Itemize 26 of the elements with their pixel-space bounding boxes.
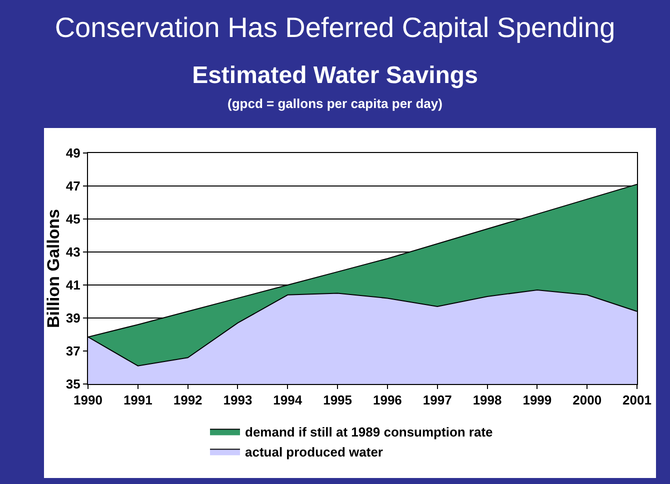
x-tick-label: 1991 [123,392,152,408]
y-tick-label: 37 [66,344,80,359]
x-tick-label: 1995 [323,392,352,408]
x-tick-label: 1998 [472,392,502,408]
chart-subtitle: Estimated Water Savings [191,62,479,90]
y-axis-title: Billion Gallons [44,208,63,328]
y-tick-label: 47 [66,178,80,194]
x-tick-label: 1996 [372,392,402,408]
x-tick-label: 2001 [622,392,652,408]
x-tick-label: 1990 [74,392,102,408]
y-tick-label: 41 [66,278,80,293]
x-tick-label: 1994 [273,392,303,408]
y-tick-label: 39 [66,310,80,326]
x-tick-label: 1993 [223,392,252,408]
x-tick-label: 1992 [173,392,202,408]
x-tick-label: 2000 [572,392,602,408]
y-tick-label: 35 [66,376,80,392]
chart-title: Conservation Has Deferred Capital Spending [54,12,616,44]
x-tick-label: 1997 [422,392,452,408]
legend-label: demand if still at 1989 consumption rate [245,424,493,440]
x-tick-label: 1999 [522,392,552,408]
text: (gpcd = gallons per capita per day) [226,96,444,111]
y-tick-label: 49 [66,146,80,161]
legend-label: actual produced water [245,444,383,460]
y-tick-label: 43 [66,244,80,260]
y-tick-label: 45 [66,212,80,227]
